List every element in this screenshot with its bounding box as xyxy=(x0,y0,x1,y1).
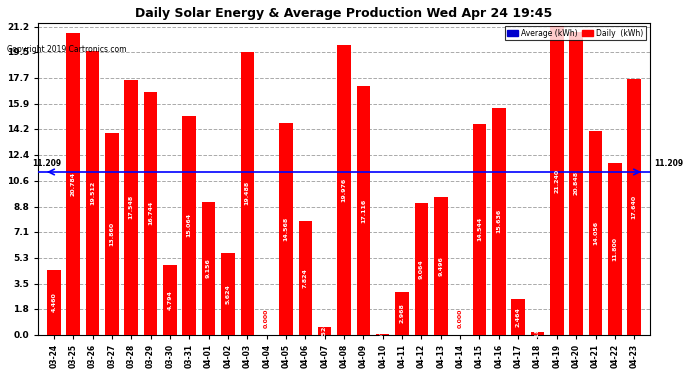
Bar xyxy=(86,51,99,335)
Bar xyxy=(589,130,602,335)
Bar xyxy=(279,123,293,335)
Text: 19.488: 19.488 xyxy=(245,181,250,206)
Text: 4.794: 4.794 xyxy=(168,290,172,310)
Bar xyxy=(163,265,177,335)
Bar xyxy=(434,197,448,335)
Title: Daily Solar Energy & Average Production Wed Apr 24 19:45: Daily Solar Energy & Average Production … xyxy=(135,7,553,20)
Text: 9.064: 9.064 xyxy=(419,259,424,279)
Bar xyxy=(473,123,486,335)
Text: 15.064: 15.064 xyxy=(187,213,192,237)
Bar xyxy=(550,26,564,335)
Bar xyxy=(299,221,312,335)
Bar xyxy=(241,52,254,335)
Text: 17.640: 17.640 xyxy=(632,195,637,219)
Text: 16.744: 16.744 xyxy=(148,201,153,225)
Text: 14.544: 14.544 xyxy=(477,217,482,241)
Text: 5.624: 5.624 xyxy=(226,284,230,304)
Text: 0.524: 0.524 xyxy=(322,321,327,341)
Text: 0.180: 0.180 xyxy=(535,324,540,343)
Text: 17.116: 17.116 xyxy=(361,198,366,223)
Text: 0.000: 0.000 xyxy=(264,308,269,327)
Text: Copyright 2019 Cartronics.com: Copyright 2019 Cartronics.com xyxy=(7,45,126,54)
Bar xyxy=(105,134,119,335)
Bar xyxy=(124,80,138,335)
Text: 2.968: 2.968 xyxy=(400,303,404,323)
Bar xyxy=(531,332,544,335)
Text: 11.800: 11.800 xyxy=(613,237,618,261)
Text: 11.209: 11.209 xyxy=(32,159,61,168)
Bar xyxy=(627,79,641,335)
Text: 20.784: 20.784 xyxy=(70,172,76,196)
Text: 11.209: 11.209 xyxy=(655,159,684,168)
Legend: Average (kWh), Daily  (kWh): Average (kWh), Daily (kWh) xyxy=(504,26,646,40)
Bar xyxy=(376,334,389,335)
Bar xyxy=(357,86,370,335)
Bar xyxy=(415,203,428,335)
Bar xyxy=(569,32,583,335)
Bar xyxy=(144,92,157,335)
Text: 19.976: 19.976 xyxy=(342,178,346,202)
Text: 15.636: 15.636 xyxy=(496,209,502,233)
Bar xyxy=(202,202,215,335)
Text: 0.000: 0.000 xyxy=(457,308,462,327)
Text: 4.460: 4.460 xyxy=(51,292,57,312)
Bar xyxy=(511,299,525,335)
Bar xyxy=(182,116,196,335)
Text: 0.076: 0.076 xyxy=(380,324,385,344)
Text: 9.156: 9.156 xyxy=(206,258,211,278)
Bar xyxy=(221,253,235,335)
Bar xyxy=(395,292,409,335)
Bar xyxy=(608,164,622,335)
Bar xyxy=(318,327,331,335)
Text: 20.848: 20.848 xyxy=(573,171,579,195)
Text: 9.496: 9.496 xyxy=(438,256,443,276)
Text: 17.548: 17.548 xyxy=(129,195,134,219)
Text: 19.512: 19.512 xyxy=(90,181,95,205)
Text: 13.860: 13.860 xyxy=(109,222,115,246)
Bar xyxy=(66,33,80,335)
Text: 7.824: 7.824 xyxy=(303,268,308,288)
Bar xyxy=(337,45,351,335)
Text: 14.056: 14.056 xyxy=(593,220,598,245)
Text: 2.464: 2.464 xyxy=(515,307,521,327)
Bar xyxy=(47,270,61,335)
Text: 14.568: 14.568 xyxy=(284,217,288,241)
Text: 21.240: 21.240 xyxy=(554,168,560,193)
Bar xyxy=(492,108,506,335)
